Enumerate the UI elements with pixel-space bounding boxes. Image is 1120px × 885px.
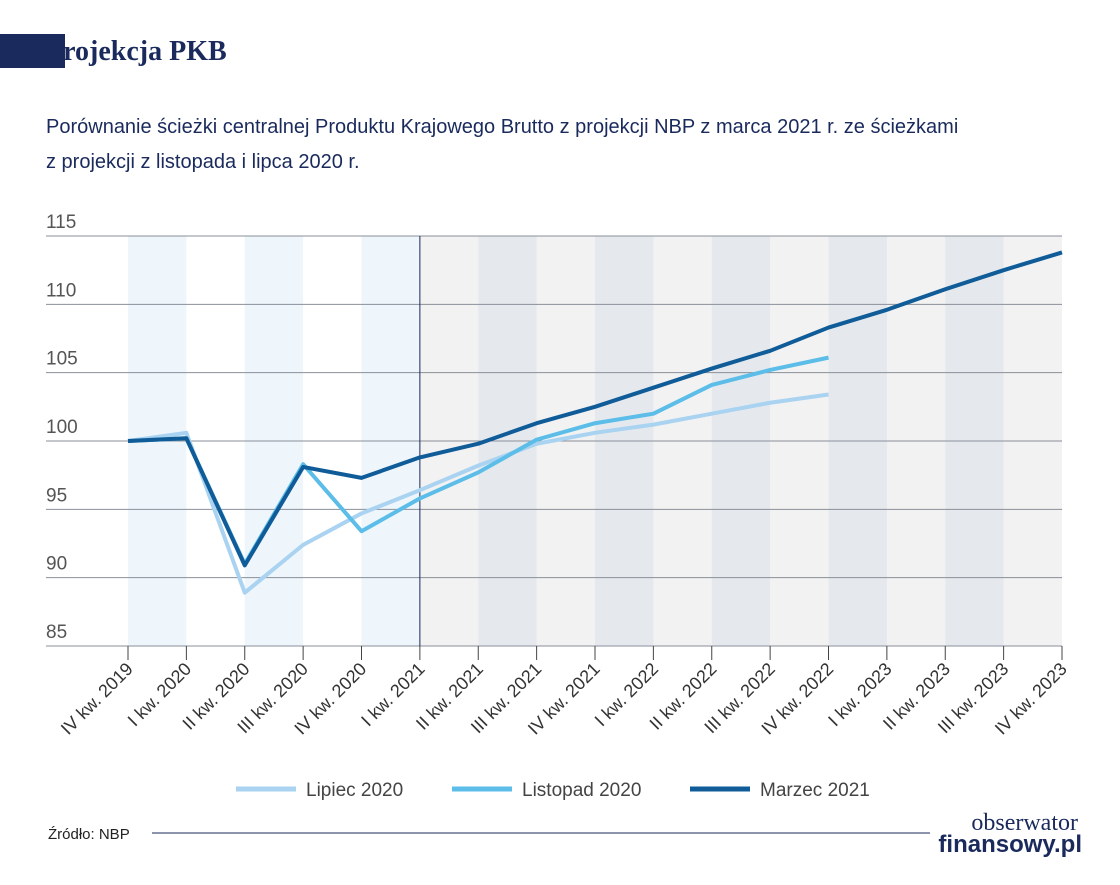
source: Źródło: NBP (48, 826, 130, 843)
title-block (0, 34, 65, 68)
y-tick-label: 110 (46, 280, 76, 301)
y-tick-label: 115 (46, 212, 76, 233)
legend-label: Listopad 2020 (522, 780, 641, 801)
y-tick-label: 95 (46, 485, 67, 506)
y-tick-label: 85 (46, 622, 67, 643)
x-tick-label: IV kw. 2019 (57, 659, 137, 739)
legend-label: Marzec 2021 (760, 780, 870, 801)
series-line (127, 250, 1063, 568)
y-tick-label: 105 (46, 349, 78, 370)
subtitle: Porównanie ścieżki centralnej Produktu K… (46, 116, 958, 138)
chart-title: Projekcja PKB (46, 36, 227, 67)
y-tick-label: 100 (46, 417, 78, 438)
legend-label: Lipiec 2020 (306, 780, 403, 801)
series-line (127, 392, 829, 595)
brand: finansowy.pl (938, 831, 1082, 858)
subtitle: z projekcji z listopada i lipca 2020 r. (46, 151, 360, 173)
brand: obserwator (971, 810, 1078, 836)
y-tick-label: 90 (46, 554, 67, 575)
